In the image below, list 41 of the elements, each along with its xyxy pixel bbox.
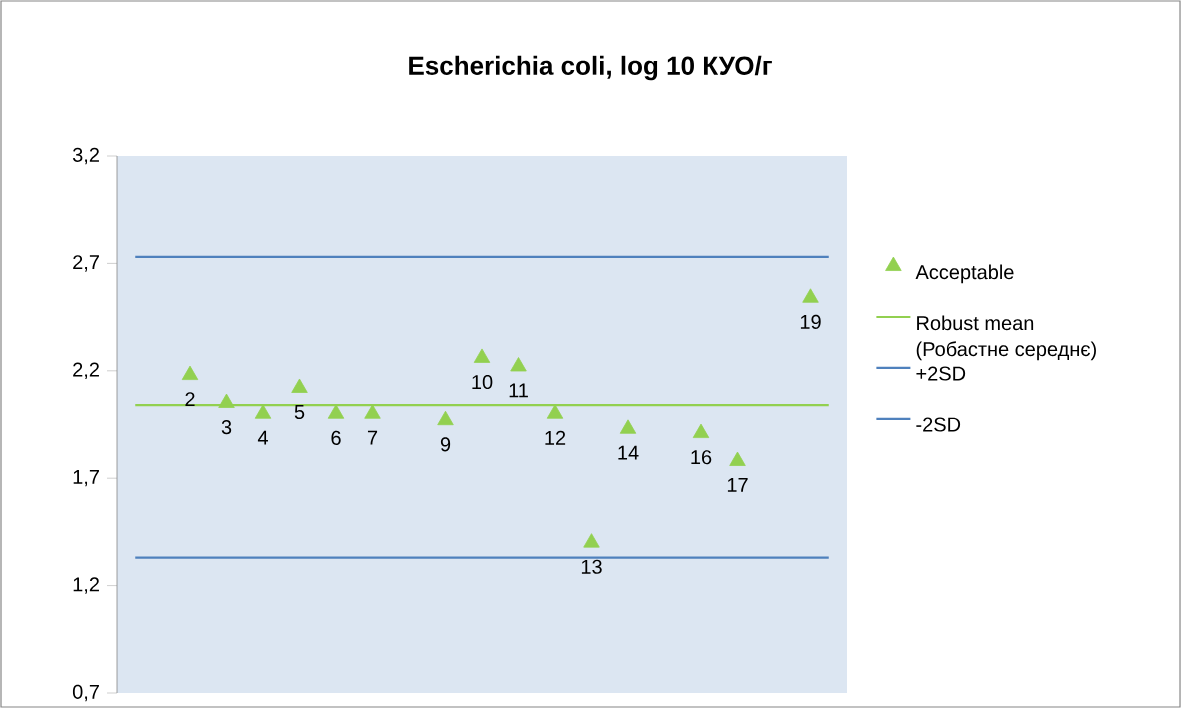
point — [218, 393, 235, 408]
annotation: 19 — [800, 314, 821, 329]
annotation: 11 — [509, 383, 528, 398]
annotation: 6 — [331, 430, 341, 445]
y-tick-label: 2,2 — [73, 362, 99, 380]
annotation: 9 — [440, 437, 451, 452]
annotation: 14 — [618, 445, 639, 460]
annotation: 12 — [545, 430, 566, 445]
annotation: 2 — [185, 392, 195, 407]
point — [437, 410, 454, 426]
y-tick-label: 3,2 — [72, 147, 99, 165]
legend-label: Acceptable — [915, 264, 1014, 284]
y-tick-label: 1,2 — [73, 577, 99, 594]
annotation: 13 — [581, 559, 602, 574]
point — [510, 357, 527, 372]
y-tick-label: 0,7 — [72, 684, 99, 702]
annotation: 5 — [294, 405, 305, 419]
point — [327, 404, 345, 419]
annotation: 16 — [691, 450, 712, 465]
y-tick-label: 2,7 — [73, 255, 99, 272]
point — [473, 348, 491, 363]
annotation: 17 — [727, 478, 748, 492]
point — [802, 288, 819, 303]
point — [546, 404, 564, 419]
legend-label: Robust mean (Робастне середнє) — [916, 315, 1096, 361]
annotation: 3 — [221, 420, 232, 435]
chart-title: Escherichia coli, log 10 КУО/г — [409, 55, 772, 81]
annotation: 4 — [257, 430, 268, 445]
legend-label: -2SD — [916, 417, 961, 432]
point — [364, 404, 381, 419]
point — [729, 451, 746, 466]
y-tick-label: 1,7 — [73, 470, 99, 487]
point — [291, 378, 308, 393]
annotation: 10 — [472, 374, 493, 390]
point — [181, 365, 199, 380]
point — [692, 423, 710, 438]
point — [254, 404, 272, 419]
legend-label: +2SD — [916, 366, 966, 381]
point — [619, 419, 637, 434]
point — [583, 533, 600, 548]
annotation: 7 — [367, 430, 378, 445]
